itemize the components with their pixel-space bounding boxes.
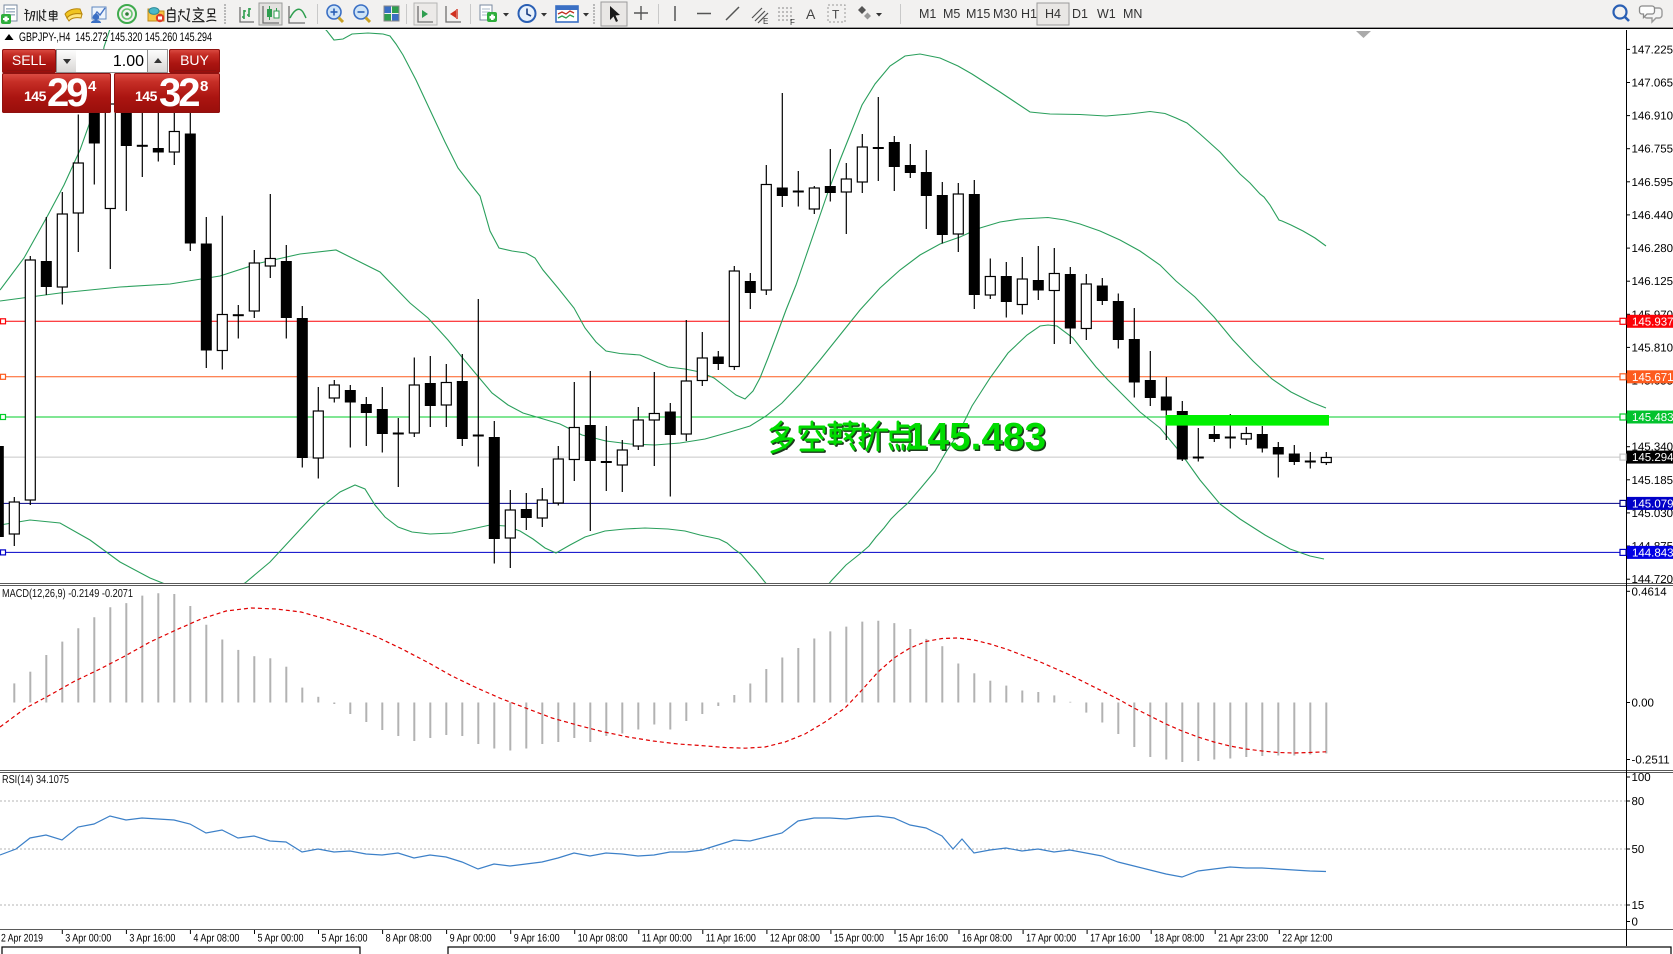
svg-text:147.065: 147.065	[1632, 78, 1673, 90]
svg-text:F: F	[790, 18, 795, 27]
svg-text:3 Apr 00:00: 3 Apr 00:00	[65, 933, 111, 945]
svg-text:M5: M5	[943, 7, 960, 21]
svg-text:5 Apr 16:00: 5 Apr 16:00	[322, 933, 368, 945]
svg-text:145.483: 145.483	[906, 416, 1046, 459]
svg-text:22 Apr 12:00: 22 Apr 12:00	[1282, 933, 1332, 945]
svg-text:M15: M15	[966, 7, 990, 21]
svg-text:146.280: 146.280	[1632, 243, 1673, 255]
svg-text:16 Apr 08:00: 16 Apr 08:00	[962, 933, 1012, 945]
svg-text:0.4614: 0.4614	[1632, 586, 1668, 598]
svg-text:GBPJPY-,H4 145.272 145.320 14: GBPJPY-,H4 145.272 145.320 145.260 145.2…	[19, 30, 212, 44]
svg-text:M1: M1	[919, 7, 936, 21]
svg-text:M30: M30	[993, 7, 1017, 21]
svg-text:8 Apr 08:00: 8 Apr 08:00	[386, 933, 432, 945]
svg-text:17 Apr 16:00: 17 Apr 16:00	[1090, 933, 1140, 945]
svg-text:18 Apr 08:00: 18 Apr 08:00	[1154, 933, 1204, 945]
svg-text:9 Apr 16:00: 9 Apr 16:00	[514, 933, 560, 945]
svg-text:H1: H1	[1021, 7, 1037, 21]
svg-text:2 Apr 2019: 2 Apr 2019	[1, 933, 43, 945]
svg-text:A: A	[806, 6, 816, 22]
svg-text:100: 100	[1632, 772, 1651, 784]
svg-text:21 Apr 23:00: 21 Apr 23:00	[1218, 933, 1268, 945]
svg-text:W1: W1	[1097, 7, 1116, 21]
svg-text:9 Apr 00:00: 9 Apr 00:00	[450, 933, 496, 945]
svg-text:145.185: 145.185	[1632, 475, 1673, 487]
svg-text:80: 80	[1632, 796, 1645, 808]
svg-text:15 Apr 00:00: 15 Apr 00:00	[834, 933, 884, 945]
svg-text:50: 50	[1632, 844, 1645, 856]
svg-text:10 Apr 08:00: 10 Apr 08:00	[578, 933, 628, 945]
svg-text:145.079: 145.079	[1632, 498, 1673, 510]
svg-text:15: 15	[1632, 900, 1645, 912]
svg-text:0.00: 0.00	[1632, 698, 1654, 710]
svg-text:147.225: 147.225	[1632, 44, 1673, 56]
svg-text:144.843: 144.843	[1632, 547, 1673, 559]
svg-text:D1: D1	[1072, 7, 1088, 21]
svg-text:4 Apr 08:00: 4 Apr 08:00	[193, 933, 239, 945]
svg-text:145.483: 145.483	[1632, 412, 1673, 424]
svg-text:E: E	[763, 17, 768, 26]
svg-text:-0.2511: -0.2511	[1632, 755, 1670, 767]
svg-text:T: T	[832, 8, 840, 22]
svg-text:146.125: 146.125	[1632, 276, 1673, 288]
svg-text:11 Apr 16:00: 11 Apr 16:00	[706, 933, 756, 945]
svg-text:MN: MN	[1123, 7, 1142, 21]
svg-text:146.910: 146.910	[1632, 111, 1673, 123]
svg-text:3 Apr 16:00: 3 Apr 16:00	[129, 933, 175, 945]
svg-text:17 Apr 00:00: 17 Apr 00:00	[1026, 933, 1076, 945]
svg-text:145.294: 145.294	[1632, 452, 1673, 464]
svg-text:15 Apr 16:00: 15 Apr 16:00	[898, 933, 948, 945]
svg-text:145.483: 145.483	[908, 417, 1048, 460]
svg-text:144.720: 144.720	[1632, 574, 1673, 586]
svg-text:145.671: 145.671	[1632, 372, 1673, 384]
svg-text:145.810: 145.810	[1632, 342, 1673, 354]
svg-text:MACD(12,26,9) -0.2149 -0.2071: MACD(12,26,9) -0.2149 -0.2071	[2, 588, 133, 600]
svg-text:RSI(14) 34.1075: RSI(14) 34.1075	[2, 774, 69, 786]
svg-text:12 Apr 08:00: 12 Apr 08:00	[770, 933, 820, 945]
svg-text:146.440: 146.440	[1632, 210, 1673, 222]
svg-text:146.755: 146.755	[1632, 144, 1673, 156]
svg-text:5 Apr 00:00: 5 Apr 00:00	[258, 933, 304, 945]
svg-text:145.937: 145.937	[1632, 316, 1673, 328]
svg-text:11 Apr 00:00: 11 Apr 00:00	[642, 933, 692, 945]
svg-text:145.030: 145.030	[1632, 508, 1673, 520]
svg-text:0: 0	[1632, 917, 1638, 929]
svg-text:H4: H4	[1045, 7, 1061, 21]
svg-text:146.595: 146.595	[1632, 177, 1673, 189]
